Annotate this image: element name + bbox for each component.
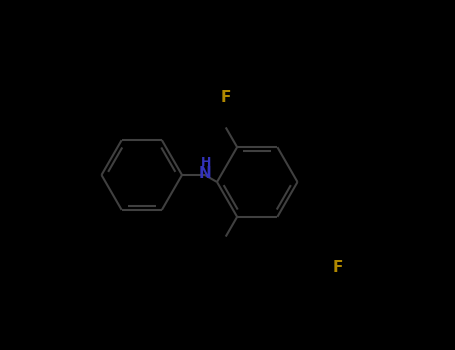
Text: F: F	[333, 260, 343, 275]
Text: N: N	[198, 166, 211, 181]
Text: F: F	[221, 91, 231, 105]
Text: H: H	[201, 156, 212, 169]
